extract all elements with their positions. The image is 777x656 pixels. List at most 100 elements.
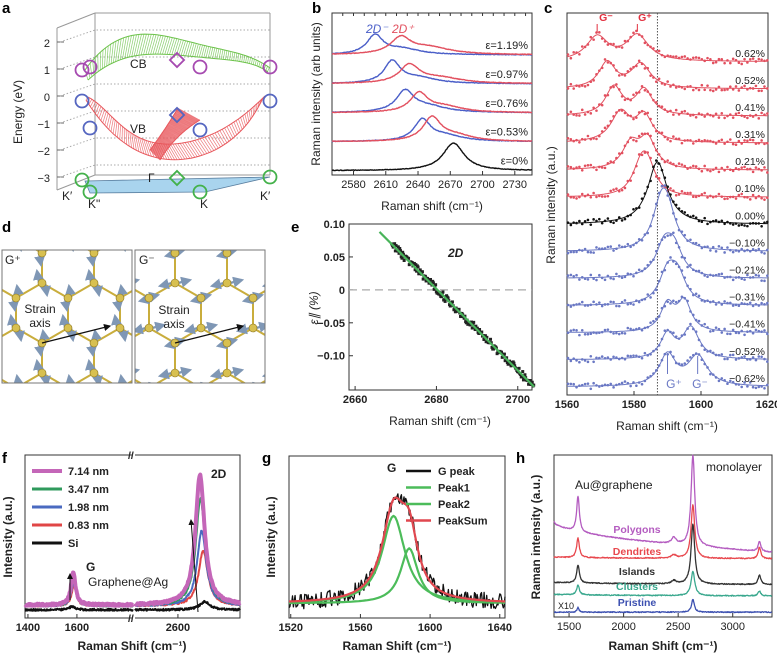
- data-point: [575, 51, 578, 54]
- data-point: [629, 98, 632, 102]
- data-point: [657, 279, 661, 283]
- data-point: [757, 89, 761, 93]
- data-point: [657, 242, 661, 246]
- mesh-line: [108, 116, 113, 130]
- data-point: [731, 328, 735, 332]
- data-point: [629, 35, 632, 39]
- vibration-arrow: [152, 415, 164, 418]
- data-point: [439, 295, 443, 299]
- data-point: [757, 329, 761, 333]
- vibration-arrow: [282, 370, 294, 373]
- mesh-line: [159, 135, 172, 145]
- k-point-marker: [74, 172, 90, 188]
- data-point: [443, 299, 447, 303]
- data-point: [723, 142, 726, 145]
- data-point: [711, 140, 715, 144]
- mesh-line: [90, 100, 95, 107]
- data-point: [669, 54, 672, 58]
- data-point: [612, 64, 615, 67]
- mesh-line: [152, 145, 164, 156]
- data-point: [623, 111, 627, 115]
- carbon-atom: [37, 250, 47, 258]
- data-point: [474, 324, 478, 328]
- mesh-line: [163, 131, 176, 140]
- fit-line: [567, 60, 769, 90]
- data-point: [530, 380, 534, 384]
- data-point: [674, 55, 678, 58]
- vibration-arrow: [169, 388, 171, 400]
- data-point: [566, 382, 570, 386]
- data-point: [583, 277, 587, 281]
- mesh-line: [256, 60, 259, 67]
- carbon-atom: [12, 384, 20, 392]
- data-point: [703, 88, 706, 92]
- data-point: [595, 331, 598, 335]
- carbon-atom: [275, 279, 283, 287]
- vibration-arrow: [173, 196, 175, 208]
- data-point: [578, 140, 581, 144]
- fit-line: [567, 296, 768, 333]
- data-point: [740, 356, 744, 359]
- series-label: Clusters: [616, 581, 658, 593]
- data-point: [726, 140, 729, 144]
- data-point: [700, 193, 704, 196]
- data-point: [598, 247, 601, 251]
- data-point: [729, 222, 732, 225]
- data-point: [754, 60, 758, 63]
- carbon-bond: [119, 289, 132, 299]
- data-point: [643, 132, 647, 136]
- data-point: [723, 327, 726, 331]
- data-point: [663, 135, 667, 139]
- data-point: [657, 153, 661, 156]
- panel-label-a: a: [2, 0, 11, 17]
- k-point-marker: [82, 59, 98, 75]
- data-point: [578, 302, 581, 306]
- data-point: [609, 245, 613, 248]
- data-point: [623, 144, 627, 148]
- data-point: [680, 334, 684, 337]
- data-point: [603, 195, 607, 198]
- data-point: [731, 250, 735, 254]
- data-point: [637, 300, 641, 304]
- data-point: [720, 246, 724, 250]
- data-point: [697, 88, 701, 92]
- data-point: [766, 196, 769, 200]
- carbon-bond: [2, 378, 10, 383]
- mesh-line: [260, 62, 263, 68]
- data-point: [600, 37, 604, 40]
- data-point: [649, 296, 652, 299]
- data-point: [586, 43, 590, 46]
- data-point: [677, 228, 681, 232]
- data-point: [620, 331, 624, 335]
- y-tick-label: 0.10: [324, 219, 345, 231]
- data-point: [446, 296, 450, 300]
- data-point: [711, 61, 715, 65]
- x-tick-label: 1600: [65, 622, 89, 634]
- panel-c-xlabel: Raman shift (cm⁻¹): [616, 419, 718, 433]
- data-point: [643, 112, 647, 116]
- vibration-arrow: [121, 196, 123, 208]
- vibration-arrow: [290, 238, 302, 241]
- data-point: [734, 167, 738, 170]
- legend-label: Peak2: [438, 499, 470, 511]
- data-point: [717, 57, 721, 61]
- data-point: [398, 246, 402, 250]
- x-tick-label: 1580: [622, 399, 646, 411]
- data-point: [717, 139, 721, 143]
- data-point: [672, 200, 675, 203]
- k-label: K′: [260, 189, 271, 203]
- cb-label: CB: [130, 57, 147, 71]
- data-point: [751, 87, 755, 90]
- mesh-line: [254, 59, 257, 66]
- data-point: [592, 300, 595, 304]
- data-point: [751, 304, 755, 308]
- data-point: [595, 137, 598, 141]
- mesh-line: [182, 142, 193, 159]
- data-point: [683, 191, 687, 195]
- mesh-line: [224, 127, 232, 140]
- data-point: [723, 276, 726, 279]
- vibration-arrow: [117, 208, 119, 220]
- carbon-bond: [67, 282, 95, 299]
- vibration-arrow: [250, 205, 262, 208]
- data-point: [669, 233, 672, 237]
